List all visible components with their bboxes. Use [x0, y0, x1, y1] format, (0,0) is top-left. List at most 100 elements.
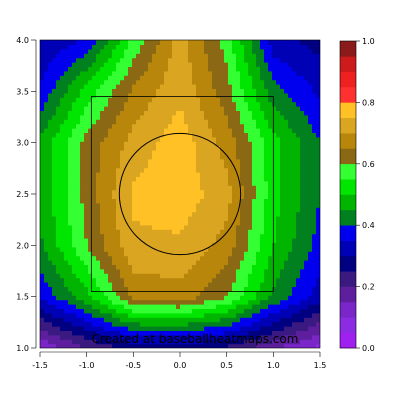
heat-cell [200, 268, 205, 274]
heat-cell [48, 141, 53, 147]
heat-cell [108, 92, 113, 98]
heat-cell [220, 242, 225, 248]
heat-cell [184, 246, 189, 252]
heat-cell [312, 229, 317, 235]
heat-cell [52, 53, 57, 59]
heat-cell [260, 251, 265, 257]
heat-cell [100, 282, 105, 287]
heat-cell [120, 141, 125, 147]
heat-cell [80, 290, 85, 296]
heat-cell [176, 194, 181, 199]
heat-cell [216, 277, 221, 283]
heat-cell [308, 167, 313, 173]
heat-cell [84, 185, 89, 191]
heat-cell [60, 176, 65, 182]
heat-cell [268, 343, 273, 348]
heat-cell [72, 246, 77, 252]
heat-cell [104, 128, 109, 133]
heat-cell [196, 114, 201, 120]
heat-cell [196, 176, 201, 182]
heat-cell [240, 268, 245, 274]
heat-cell [184, 167, 189, 173]
heat-cell [60, 57, 65, 63]
heat-cell [172, 106, 177, 111]
heat-cell [284, 273, 289, 279]
heat-cell [260, 88, 265, 94]
heat-cell [280, 251, 285, 257]
colorbar-tick-label: 0.4 [362, 221, 375, 230]
heat-cell [280, 106, 285, 111]
heat-cell [256, 180, 261, 186]
heat-cell [104, 79, 109, 85]
heat-cell [220, 194, 225, 199]
heat-cell [60, 242, 65, 248]
heat-cell [184, 180, 189, 186]
heat-cell [48, 158, 53, 164]
heat-cell [264, 145, 269, 151]
heat-cell [72, 97, 77, 103]
heat-cell [48, 233, 53, 239]
heat-cell [92, 308, 97, 314]
heat-cell [88, 145, 93, 151]
heat-cell [120, 158, 125, 164]
heat-cell [284, 79, 289, 85]
heat-cell [284, 53, 289, 59]
heat-cell [232, 220, 237, 226]
heat-cell [148, 224, 153, 230]
heat-cell [196, 330, 201, 336]
heat-cell [132, 277, 137, 283]
heat-cell [228, 141, 233, 147]
heat-cell [120, 264, 125, 270]
heat-cell [112, 246, 117, 252]
heat-cell [220, 251, 225, 257]
heat-cell [92, 119, 97, 125]
heat-cell [236, 57, 241, 63]
heat-cell [76, 277, 81, 283]
heat-cell [184, 101, 189, 107]
heat-cell [144, 290, 149, 296]
heat-cell [252, 119, 257, 125]
heat-cell [128, 106, 133, 111]
heat-cell [268, 176, 273, 182]
heat-cell [188, 326, 193, 331]
heat-cell [124, 251, 129, 257]
heat-cell [304, 66, 309, 72]
heat-cell [280, 229, 285, 235]
heat-cell [184, 123, 189, 129]
heat-cell [136, 119, 141, 125]
heat-cell [308, 57, 313, 63]
heat-cell [264, 194, 269, 199]
heat-cell [156, 224, 161, 230]
heat-cell [120, 106, 125, 111]
heat-cell [192, 255, 197, 261]
heat-cell [88, 317, 93, 323]
heat-cell [124, 282, 129, 287]
heat-cell [244, 40, 249, 45]
heat-cell [160, 211, 165, 217]
heat-cell [64, 70, 69, 76]
heat-cell [104, 163, 109, 169]
heat-cell [176, 255, 181, 261]
heat-cell [104, 154, 109, 160]
heat-cell [40, 172, 45, 177]
heat-cell [124, 295, 129, 301]
heat-cell [196, 53, 201, 59]
colorbar-swatch [340, 194, 356, 211]
heat-cell [256, 167, 261, 173]
heat-cell [220, 246, 225, 252]
heat-cell [160, 101, 165, 107]
heat-cell [228, 277, 233, 283]
heat-cell [76, 273, 81, 279]
heat-cell [136, 255, 141, 261]
heat-cell [96, 317, 101, 323]
heat-cell [92, 198, 97, 204]
heat-cell [252, 150, 257, 155]
heat-cell [68, 128, 73, 133]
heat-cell [284, 106, 289, 111]
heat-cell [212, 145, 217, 151]
heat-cell [52, 282, 57, 287]
heat-cell [292, 211, 297, 217]
heat-cell [264, 84, 269, 89]
heat-cell [96, 167, 101, 173]
heat-cell [280, 334, 285, 340]
